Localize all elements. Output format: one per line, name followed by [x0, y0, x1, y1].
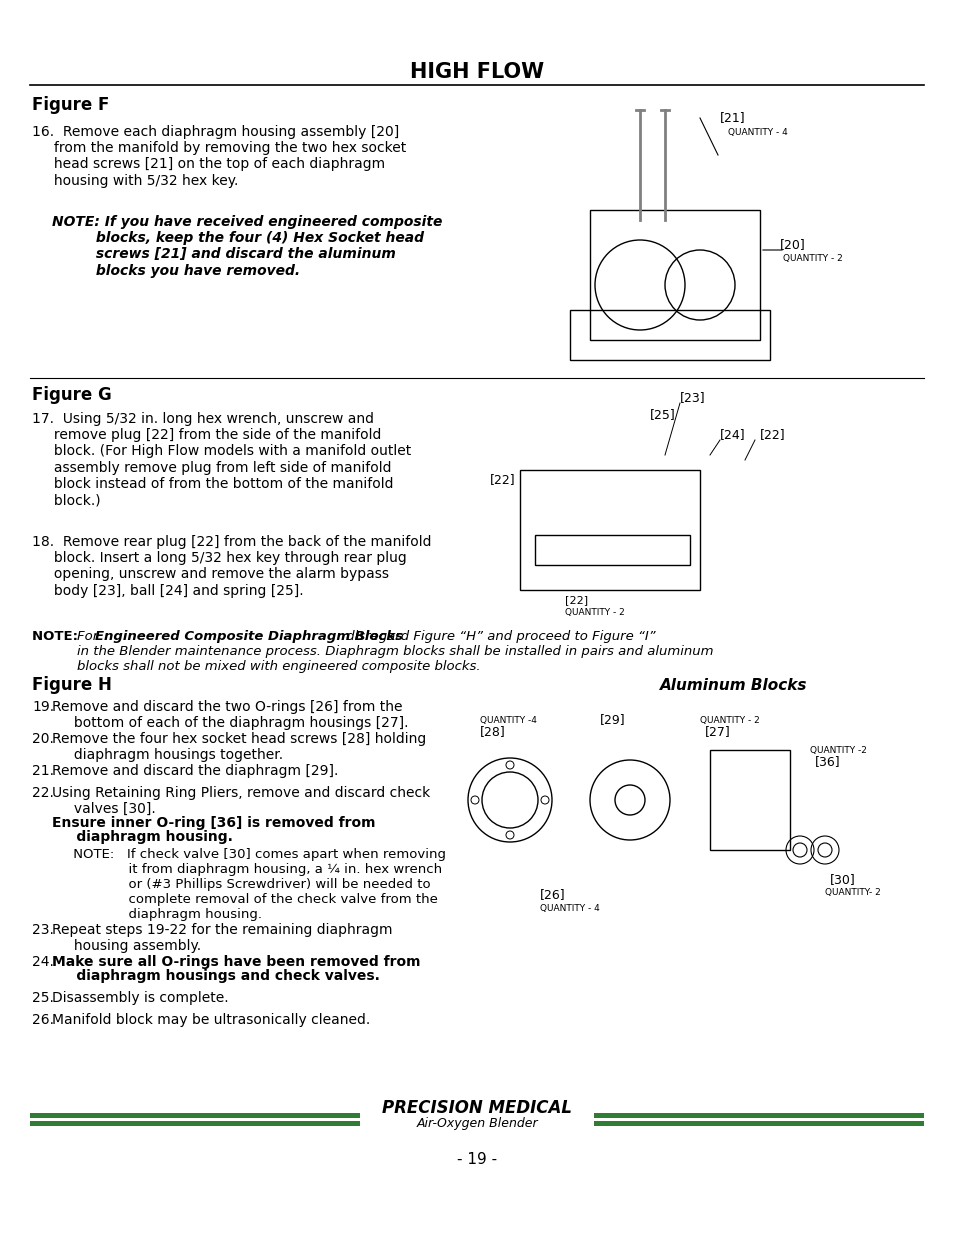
Text: HIGH FLOW: HIGH FLOW — [410, 62, 543, 82]
Text: [36]: [36] — [814, 756, 840, 768]
Bar — [709, 750, 789, 850]
Text: [25]: [25] — [649, 409, 675, 421]
Text: Make sure all O-rings have been removed from: Make sure all O-rings have been removed … — [52, 955, 420, 969]
Bar — [30, 1113, 359, 1118]
Text: Using Retaining Ring Pliers, remove and discard check
     valves [30].: Using Retaining Ring Pliers, remove and … — [52, 785, 430, 816]
Text: QUANTITY - 4: QUANTITY - 4 — [539, 904, 599, 913]
Text: [26]: [26] — [539, 888, 565, 902]
Text: Figure F: Figure F — [32, 96, 110, 114]
Text: 24.: 24. — [32, 955, 53, 969]
Text: Air-Oxygen Blender: Air-Oxygen Blender — [416, 1116, 537, 1130]
Text: [22]: [22] — [490, 473, 515, 487]
Text: Remove the four hex socket head screws [28] holding
     diaphragm housings toge: Remove the four hex socket head screws [… — [52, 732, 426, 762]
Bar — [519, 471, 700, 590]
Text: [23]: [23] — [679, 391, 705, 405]
Text: [30]: [30] — [829, 873, 855, 887]
Text: QUANTITY - 2: QUANTITY - 2 — [700, 715, 759, 725]
Text: [20]: [20] — [780, 238, 805, 252]
Bar — [569, 310, 769, 359]
Text: 20.: 20. — [32, 732, 53, 746]
Text: NOTE:: NOTE: — [32, 630, 83, 643]
Text: 26.: 26. — [32, 1013, 54, 1028]
Text: 21.: 21. — [32, 764, 54, 778]
Text: Remove and discard the diaphragm [29].: Remove and discard the diaphragm [29]. — [52, 764, 338, 778]
Text: [28]: [28] — [479, 725, 505, 739]
Text: diaphragm housing.: diaphragm housing. — [52, 830, 233, 844]
Text: [21]: [21] — [720, 111, 745, 125]
Text: 23.: 23. — [32, 923, 53, 937]
Text: 22.: 22. — [32, 785, 53, 800]
Bar — [30, 1121, 359, 1126]
Bar — [535, 535, 689, 564]
Text: Figure H: Figure H — [32, 676, 112, 694]
Text: 25.: 25. — [32, 990, 53, 1005]
Text: Disassembly is complete.: Disassembly is complete. — [52, 990, 229, 1005]
Bar — [594, 1113, 923, 1118]
Text: [29]: [29] — [599, 714, 625, 726]
Text: QUANTITY - 2: QUANTITY - 2 — [782, 253, 841, 263]
Text: Figure G: Figure G — [32, 387, 112, 404]
Text: Manifold block may be ultrasonically cleaned.: Manifold block may be ultrasonically cle… — [52, 1013, 370, 1028]
Text: [24]: [24] — [720, 429, 745, 441]
Text: NOTE:   If check valve [30] comes apart when removing
                  it from : NOTE: If check valve [30] comes apart wh… — [52, 848, 446, 921]
Text: 19.: 19. — [32, 700, 54, 714]
Text: [27]: [27] — [704, 725, 730, 739]
Text: QUANTITY- 2: QUANTITY- 2 — [824, 888, 880, 898]
Text: QUANTITY - 4: QUANTITY - 4 — [727, 127, 787, 137]
Text: diaphragm housings and check valves.: diaphragm housings and check valves. — [52, 969, 379, 983]
Text: [22]: [22] — [564, 595, 587, 605]
Text: For: For — [77, 630, 102, 643]
Text: [22]: [22] — [760, 429, 785, 441]
Text: in the Blender maintenance process. Diaphragm blocks shall be installed in pairs: in the Blender maintenance process. Diap… — [77, 645, 713, 658]
Bar — [594, 1121, 923, 1126]
Text: QUANTITY -4: QUANTITY -4 — [479, 715, 537, 725]
Text: Aluminum Blocks: Aluminum Blocks — [659, 678, 806, 693]
Text: - 19 -: - 19 - — [456, 1152, 497, 1167]
Text: QUANTITY - 2: QUANTITY - 2 — [564, 608, 624, 616]
Text: Engineered Composite Diaphragm Blocks: Engineered Composite Diaphragm Blocks — [95, 630, 403, 643]
Bar — [589, 210, 760, 340]
Text: Ensure inner O-ring [36] is removed from: Ensure inner O-ring [36] is removed from — [52, 816, 375, 830]
Text: blocks shall not be mixed with engineered composite blocks.: blocks shall not be mixed with engineere… — [77, 659, 480, 673]
Text: 17.  Using 5/32 in. long hex wrench, unscrew and
     remove plug [22] from the : 17. Using 5/32 in. long hex wrench, unsc… — [32, 412, 411, 508]
Text: Repeat steps 19-22 for the remaining diaphragm
     housing assembly.: Repeat steps 19-22 for the remaining dia… — [52, 923, 392, 953]
Text: NOTE: If you have received engineered composite
         blocks, keep the four (: NOTE: If you have received engineered co… — [52, 215, 442, 278]
Text: PRECISION MEDICAL: PRECISION MEDICAL — [381, 1099, 572, 1116]
Text: 18.  Remove rear plug [22] from the back of the manifold
     block. Insert a lo: 18. Remove rear plug [22] from the back … — [32, 535, 431, 598]
Text: Remove and discard the two O-rings [26] from the
     bottom of each of the diap: Remove and discard the two O-rings [26] … — [52, 700, 408, 730]
Text: 16.  Remove each diaphragm housing assembly [20]
     from the manifold by remov: 16. Remove each diaphragm housing assemb… — [32, 125, 406, 188]
Text: disregard Figure “H” and proceed to Figure “I”: disregard Figure “H” and proceed to Figu… — [341, 630, 655, 643]
Text: QUANTITY -2: QUANTITY -2 — [809, 746, 866, 755]
